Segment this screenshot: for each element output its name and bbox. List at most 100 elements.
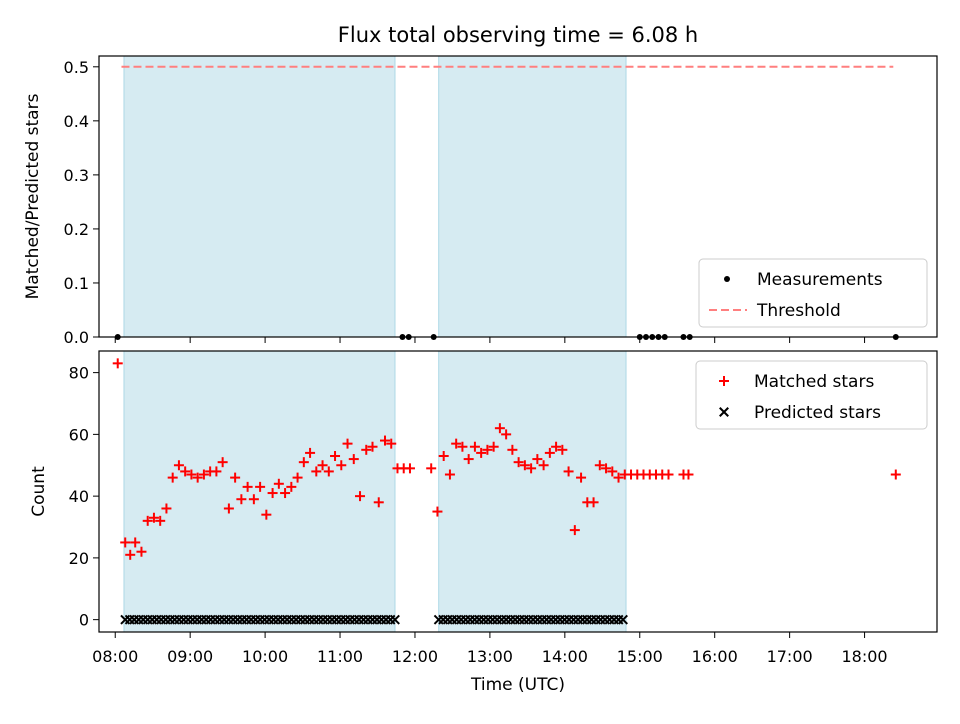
bottom-y-tick-label-4: 80 (69, 364, 89, 383)
bottom-plus-point-7 (155, 515, 166, 526)
bottom-plus-point-77 (607, 466, 618, 477)
x-tick-label-6: 14:00 (542, 647, 588, 666)
bottom-y-tick-label-2: 40 (69, 487, 89, 506)
bottom-series-1 (112, 358, 901, 560)
bottom-plus-point-26 (273, 478, 284, 489)
bottom-plus-point-23 (255, 481, 266, 492)
bottom-plus-point-64 (526, 463, 537, 474)
bottom-plus-point-61 (507, 444, 518, 455)
bottom-legend-box (695, 360, 928, 430)
bottom-plus-point-17 (217, 457, 228, 468)
bottom-plus-point-70 (563, 466, 574, 477)
bottom-plus-point-31 (305, 447, 316, 458)
bottom-plus-point-2 (125, 549, 136, 560)
bottom-plus-point-12 (186, 469, 197, 480)
x-tick-label-3: 11:00 (317, 647, 363, 666)
chart-title: Flux total observing time = 6.08 h (338, 23, 698, 47)
bottom-plus-point-56 (476, 447, 487, 458)
bottom-legend-x-swatch (719, 407, 729, 417)
bottom-legend-x-swatch-b (719, 407, 729, 417)
top-y-tick-label-5: 0.5 (64, 58, 89, 77)
bottom-plus-point-49 (432, 506, 443, 517)
bottom-plus-point-66 (538, 460, 549, 471)
bottom-plus-point-88 (683, 469, 694, 480)
bottom-plus-point-6 (148, 512, 159, 523)
bottom-plus-point-51 (444, 469, 455, 480)
bottom-plus-point-76 (601, 463, 612, 474)
bottom-series-2 (120, 614, 628, 625)
x-tick-label-10: 18:00 (842, 647, 888, 666)
bottom-plus-point-10 (173, 460, 184, 471)
x-tick-label-2: 10:00 (242, 647, 288, 666)
bottom-plus-point-3 (130, 537, 141, 548)
bottom-plus-point-86 (663, 469, 674, 480)
bottom-plus-point-68 (551, 441, 562, 452)
top-observing-window-2 (438, 55, 627, 338)
bottom-plus-point-4 (136, 546, 147, 557)
bottom-x-point-102 (618, 614, 628, 625)
bottom-plus-point-0 (112, 358, 123, 369)
bottom-plus-point-11 (180, 466, 191, 477)
bottom-plus-point-75 (594, 460, 605, 471)
x-tick-label-9: 17:00 (767, 647, 813, 666)
bottom-y-axis-label: Count (29, 466, 49, 517)
bottom-x-point-60-b (390, 614, 400, 625)
bottom-plus-point-29 (292, 472, 303, 483)
bottom-plus-point-48 (426, 463, 437, 474)
bottom-plus-point-18 (223, 503, 234, 514)
bottom-panel: 0 20 40 60 80 08:00 09:00 10:00 11:00 12:00 13:00 1… (29, 350, 938, 666)
bottom-plus-point-54 (463, 454, 474, 465)
x-tick-label-0: 08:00 (92, 647, 138, 666)
top-y-tick-label-4: 0.4 (64, 112, 89, 131)
bottom-plus-point-28 (286, 481, 297, 492)
bottom-plus-point-34 (323, 466, 334, 477)
bottom-plus-point-19 (230, 472, 241, 483)
bottom-plus-point-13 (192, 472, 203, 483)
bottom-plus-point-89 (890, 469, 901, 480)
bottom-plus-point-14 (198, 469, 209, 480)
bottom-plus-point-57 (482, 444, 493, 455)
bottom-plus-point-67 (544, 447, 555, 458)
bottom-x-point-102-b (618, 614, 628, 625)
bottom-plus-point-69 (557, 444, 568, 455)
bottom-y-tick-label-1: 20 (69, 549, 89, 568)
bottom-plus-point-24 (261, 509, 272, 520)
bottom-observing-window-2 (438, 350, 627, 633)
top-legend-label-1: Measurements (757, 270, 883, 290)
bottom-plus-point-58 (488, 441, 499, 452)
top-axes-frame (98, 55, 938, 338)
bottom-axes-frame (98, 350, 938, 633)
bottom-plus-point-16 (211, 466, 222, 477)
bottom-plus-point-25 (267, 488, 278, 499)
bottom-legend-label-2: Predicted stars (754, 403, 881, 423)
top-y-tick-label-0: 0.0 (64, 328, 89, 347)
bottom-plus-point-63 (519, 460, 530, 471)
top-panel: 0.0 0.1 0.2 0.3 0.4 0.5 Matched/Predicted star… (23, 55, 938, 347)
bottom-plus-point-38 (348, 454, 359, 465)
bottom-y-tick-label-3: 60 (69, 425, 89, 444)
top-y-axis-label: Matched/Predicted stars (23, 93, 43, 299)
bottom-plus-point-71 (569, 525, 580, 536)
bottom-plus-point-47 (404, 463, 415, 474)
bottom-plus-point-42 (373, 497, 384, 508)
top-legend-dot-swatch (724, 276, 730, 282)
top-y-tick-label-1: 0.1 (64, 274, 89, 293)
bottom-plus-point-8 (161, 503, 172, 514)
bottom-plus-point-65 (532, 454, 543, 465)
bottom-plus-point-72 (576, 472, 587, 483)
bottom-plus-point-33 (317, 460, 328, 471)
bottom-plus-point-21 (242, 481, 253, 492)
bottom-plus-point-22 (248, 494, 259, 505)
bottom-plus-point-60 (501, 429, 512, 440)
bottom-legend: Matched stars Predicted stars (695, 360, 928, 430)
x-tick-label-4: 12:00 (392, 647, 438, 666)
top-y-tick-label-2: 0.2 (64, 220, 89, 239)
bottom-plus-point-35 (330, 450, 341, 461)
bottom-plus-point-43 (379, 435, 390, 446)
bottom-plus-point-37 (342, 438, 353, 449)
x-tick-label-5: 13:00 (467, 647, 513, 666)
bottom-y-tick-label-0: 0 (79, 611, 89, 630)
bottom-x-point-60 (390, 614, 400, 625)
bottom-legend-label-1: Matched stars (754, 372, 874, 392)
bottom-legend-plus-swatch (719, 376, 729, 386)
